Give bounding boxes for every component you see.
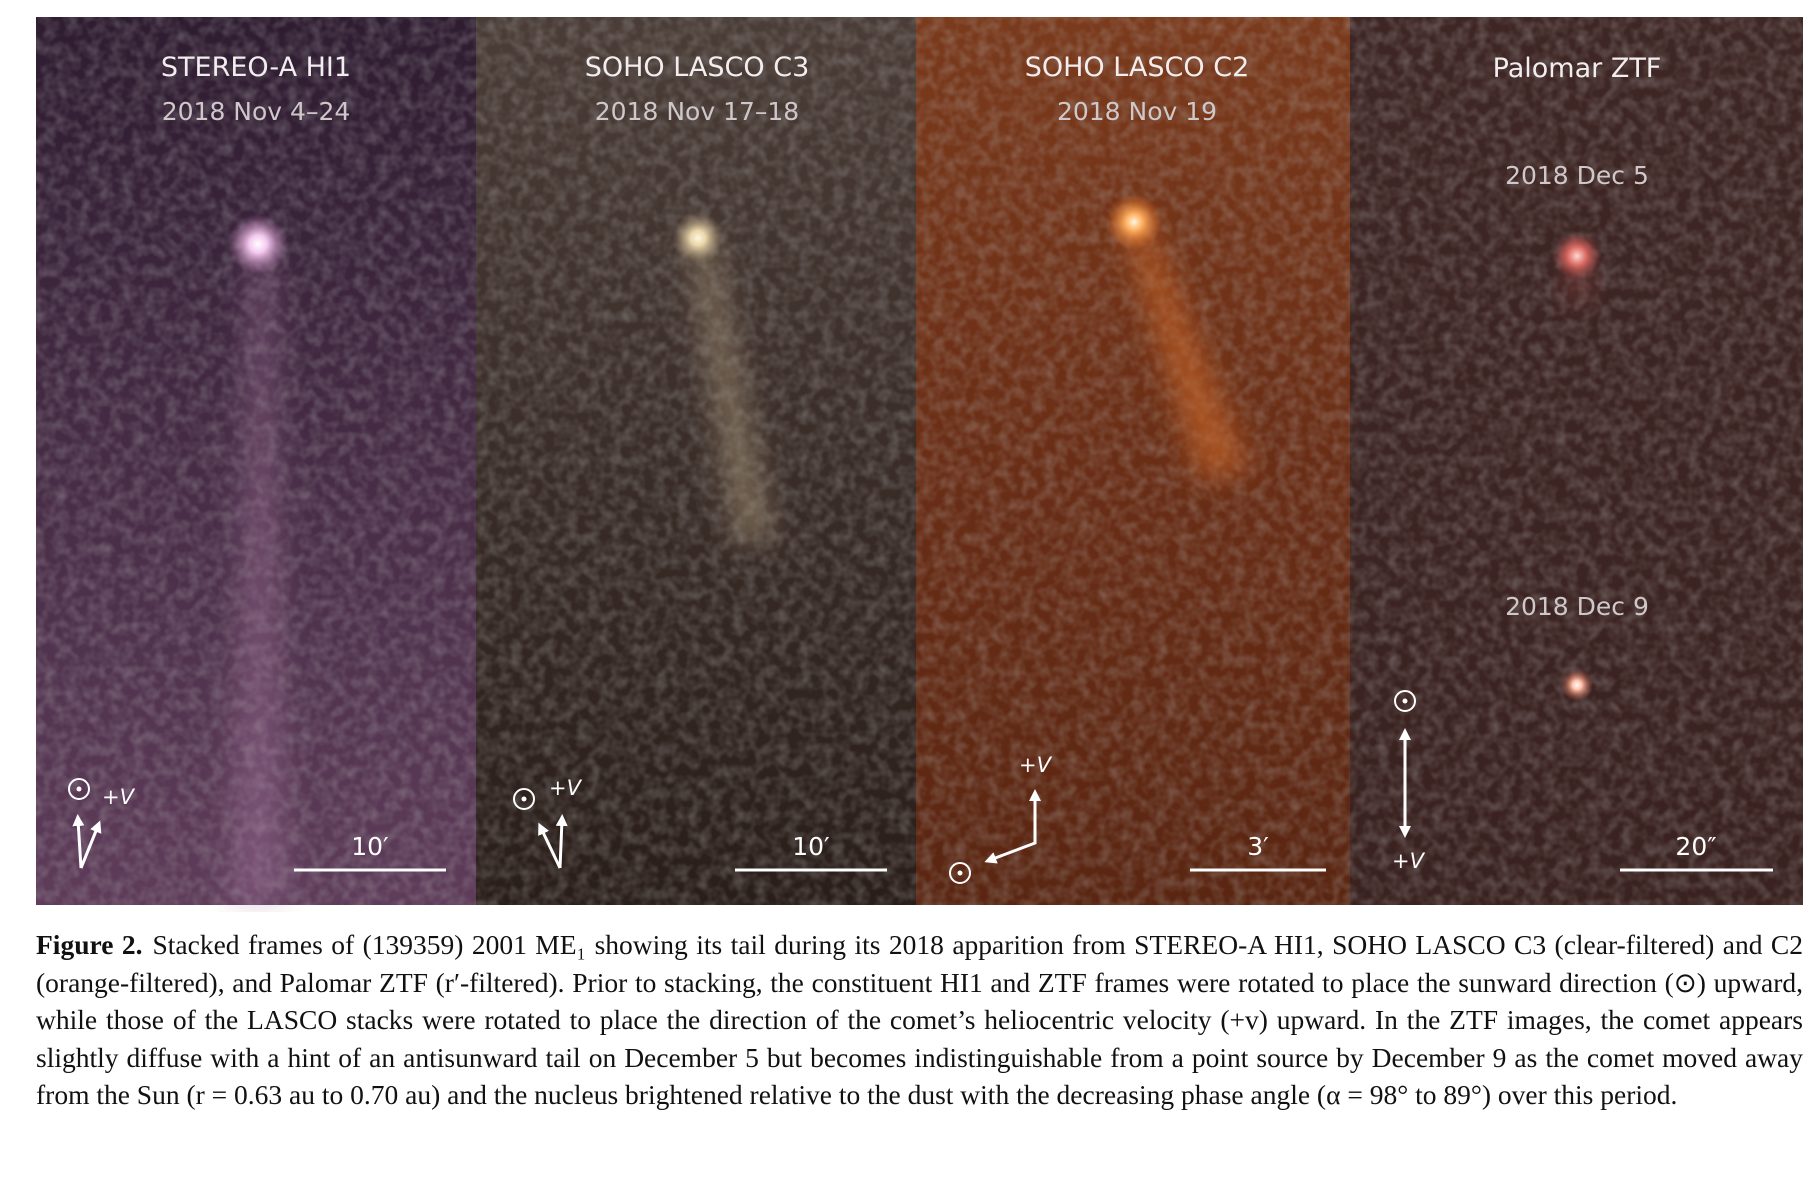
panel-title: Palomar ZTF [1493, 53, 1662, 84]
comet-nucleus [672, 212, 724, 264]
comet-nucleus [1553, 232, 1601, 280]
sun-arrow [72, 814, 85, 869]
sun-dot [1402, 698, 1408, 704]
caption: Figure 2. Stacked frames of (139359) 2001… [36, 926, 1803, 1194]
velocity-arrow [555, 814, 568, 869]
velocity-label: +V [102, 785, 136, 809]
velocity-label: +V [1392, 849, 1426, 873]
sun-symbol [949, 862, 971, 884]
comet-nucleus [228, 214, 288, 274]
panel-date: 2018 Dec 9 [1505, 592, 1649, 621]
comet-tail [1125, 218, 1250, 480]
sun-symbols [68, 690, 1416, 884]
velocity-arrow [79, 820, 102, 869]
sun-dot [957, 870, 963, 876]
comet-nucleus [1106, 194, 1162, 250]
panel-title: SOHO LASCO C3 [585, 52, 810, 83]
scale-label: 20″ [1675, 832, 1716, 861]
scale-label: 10′ [351, 832, 389, 861]
scale-label: 10′ [792, 832, 830, 861]
panel-date: 2018 Nov 19 [1057, 97, 1217, 126]
panel-date: 2018 Dec 5 [1505, 161, 1649, 190]
velocity-label: +V [1019, 753, 1053, 777]
velocity-label: +V [549, 776, 583, 800]
panel-date: 2018 Nov 4–24 [162, 97, 351, 126]
sun-arrow [538, 822, 562, 869]
comet-tail [230, 250, 285, 905]
sun-dot [521, 796, 527, 802]
noise-texture [36, 17, 1803, 905]
caption-text: Stacked frames of (139359) 2001 ME₁ show… [36, 929, 1803, 1111]
sun-symbol [513, 788, 535, 810]
sun-dot [76, 786, 82, 792]
sun-arrow [984, 835, 1037, 864]
panel-date: 2018 Nov 17–18 [595, 97, 799, 126]
comet-nucleus [1561, 669, 1593, 701]
direction-arrows [72, 728, 1411, 869]
panel-title: SOHO LASCO C2 [1025, 52, 1250, 83]
scale-label: 3′ [1247, 832, 1269, 861]
sun-symbol [1394, 690, 1416, 712]
comet-tail [690, 236, 775, 545]
sun-symbol [68, 778, 90, 800]
sun-dots [76, 698, 1408, 876]
panel-title: STEREO-A HI1 [161, 52, 351, 83]
figure: STEREO-A HI1 2018 Nov 4–24 SOHO LASCO C3… [36, 17, 1803, 905]
caption-label: Figure 2. [36, 929, 143, 960]
